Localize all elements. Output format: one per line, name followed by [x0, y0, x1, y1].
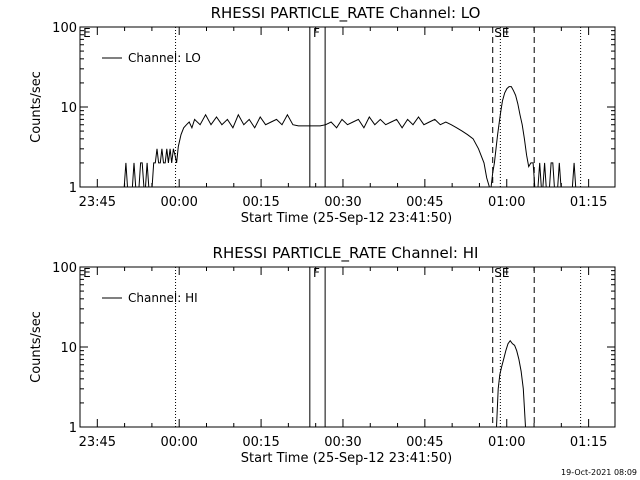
y-tick-label: 100	[52, 21, 77, 36]
y-axis-label: Counts/sec	[29, 71, 44, 143]
y-tick-label: 10	[60, 101, 77, 116]
data-series-line	[120, 86, 581, 188]
x-axis-label: Start Time (25-Sep-12 23:41:50)	[241, 211, 452, 226]
x-tick-label: 00:30	[324, 435, 361, 450]
y-tick-label: 1	[69, 421, 77, 436]
x-tick-label: 01:15	[570, 435, 607, 450]
x-tick-label: 00:45	[406, 435, 443, 450]
x-tick-label: 00:00	[160, 435, 197, 450]
x-axis-label: Start Time (25-Sep-12 23:41:50)	[241, 451, 452, 466]
y-tick-label: 10	[60, 341, 77, 356]
region-label: E	[83, 266, 91, 280]
legend-label: Channel: LO	[128, 51, 201, 65]
x-tick-label: 00:30	[324, 195, 361, 210]
y-tick-label: 100	[52, 261, 77, 276]
data-series-line	[496, 339, 526, 428]
x-tick-label: 00:15	[242, 435, 279, 450]
region-label: SE	[494, 26, 509, 40]
x-tick-label: 23:45	[79, 195, 116, 210]
chart-panel-2: RHESSI PARTICLE_RATE Channel: HI 1 10 100 23…	[29, 244, 616, 466]
x-tick-label: 01:00	[488, 435, 525, 450]
x-tick-label: 00:00	[160, 195, 197, 210]
x-tick-label: 01:15	[570, 195, 607, 210]
region-label: E	[83, 26, 91, 40]
x-tick-label: 23:45	[79, 435, 116, 450]
footer-timestamp: 19-Oct-2021 08:09	[561, 468, 637, 477]
x-tick-label: 01:00	[488, 195, 525, 210]
region-label: F	[313, 266, 320, 280]
region-label: SE	[494, 266, 509, 280]
y-tick-label: 1	[69, 181, 77, 196]
chart-panel-1: RHESSI PARTICLE_RATE Channel: LO 1 10 100 23…	[29, 4, 616, 226]
chart-title: RHESSI PARTICLE_RATE Channel: LO	[211, 4, 481, 23]
legend-label: Channel: HI	[128, 291, 198, 305]
chart-title: RHESSI PARTICLE_RATE Channel: HI	[213, 244, 479, 263]
x-tick-label: 00:45	[406, 195, 443, 210]
region-label: F	[313, 26, 320, 40]
x-tick-label: 00:15	[242, 195, 279, 210]
y-axis-label: Counts/sec	[29, 311, 44, 383]
